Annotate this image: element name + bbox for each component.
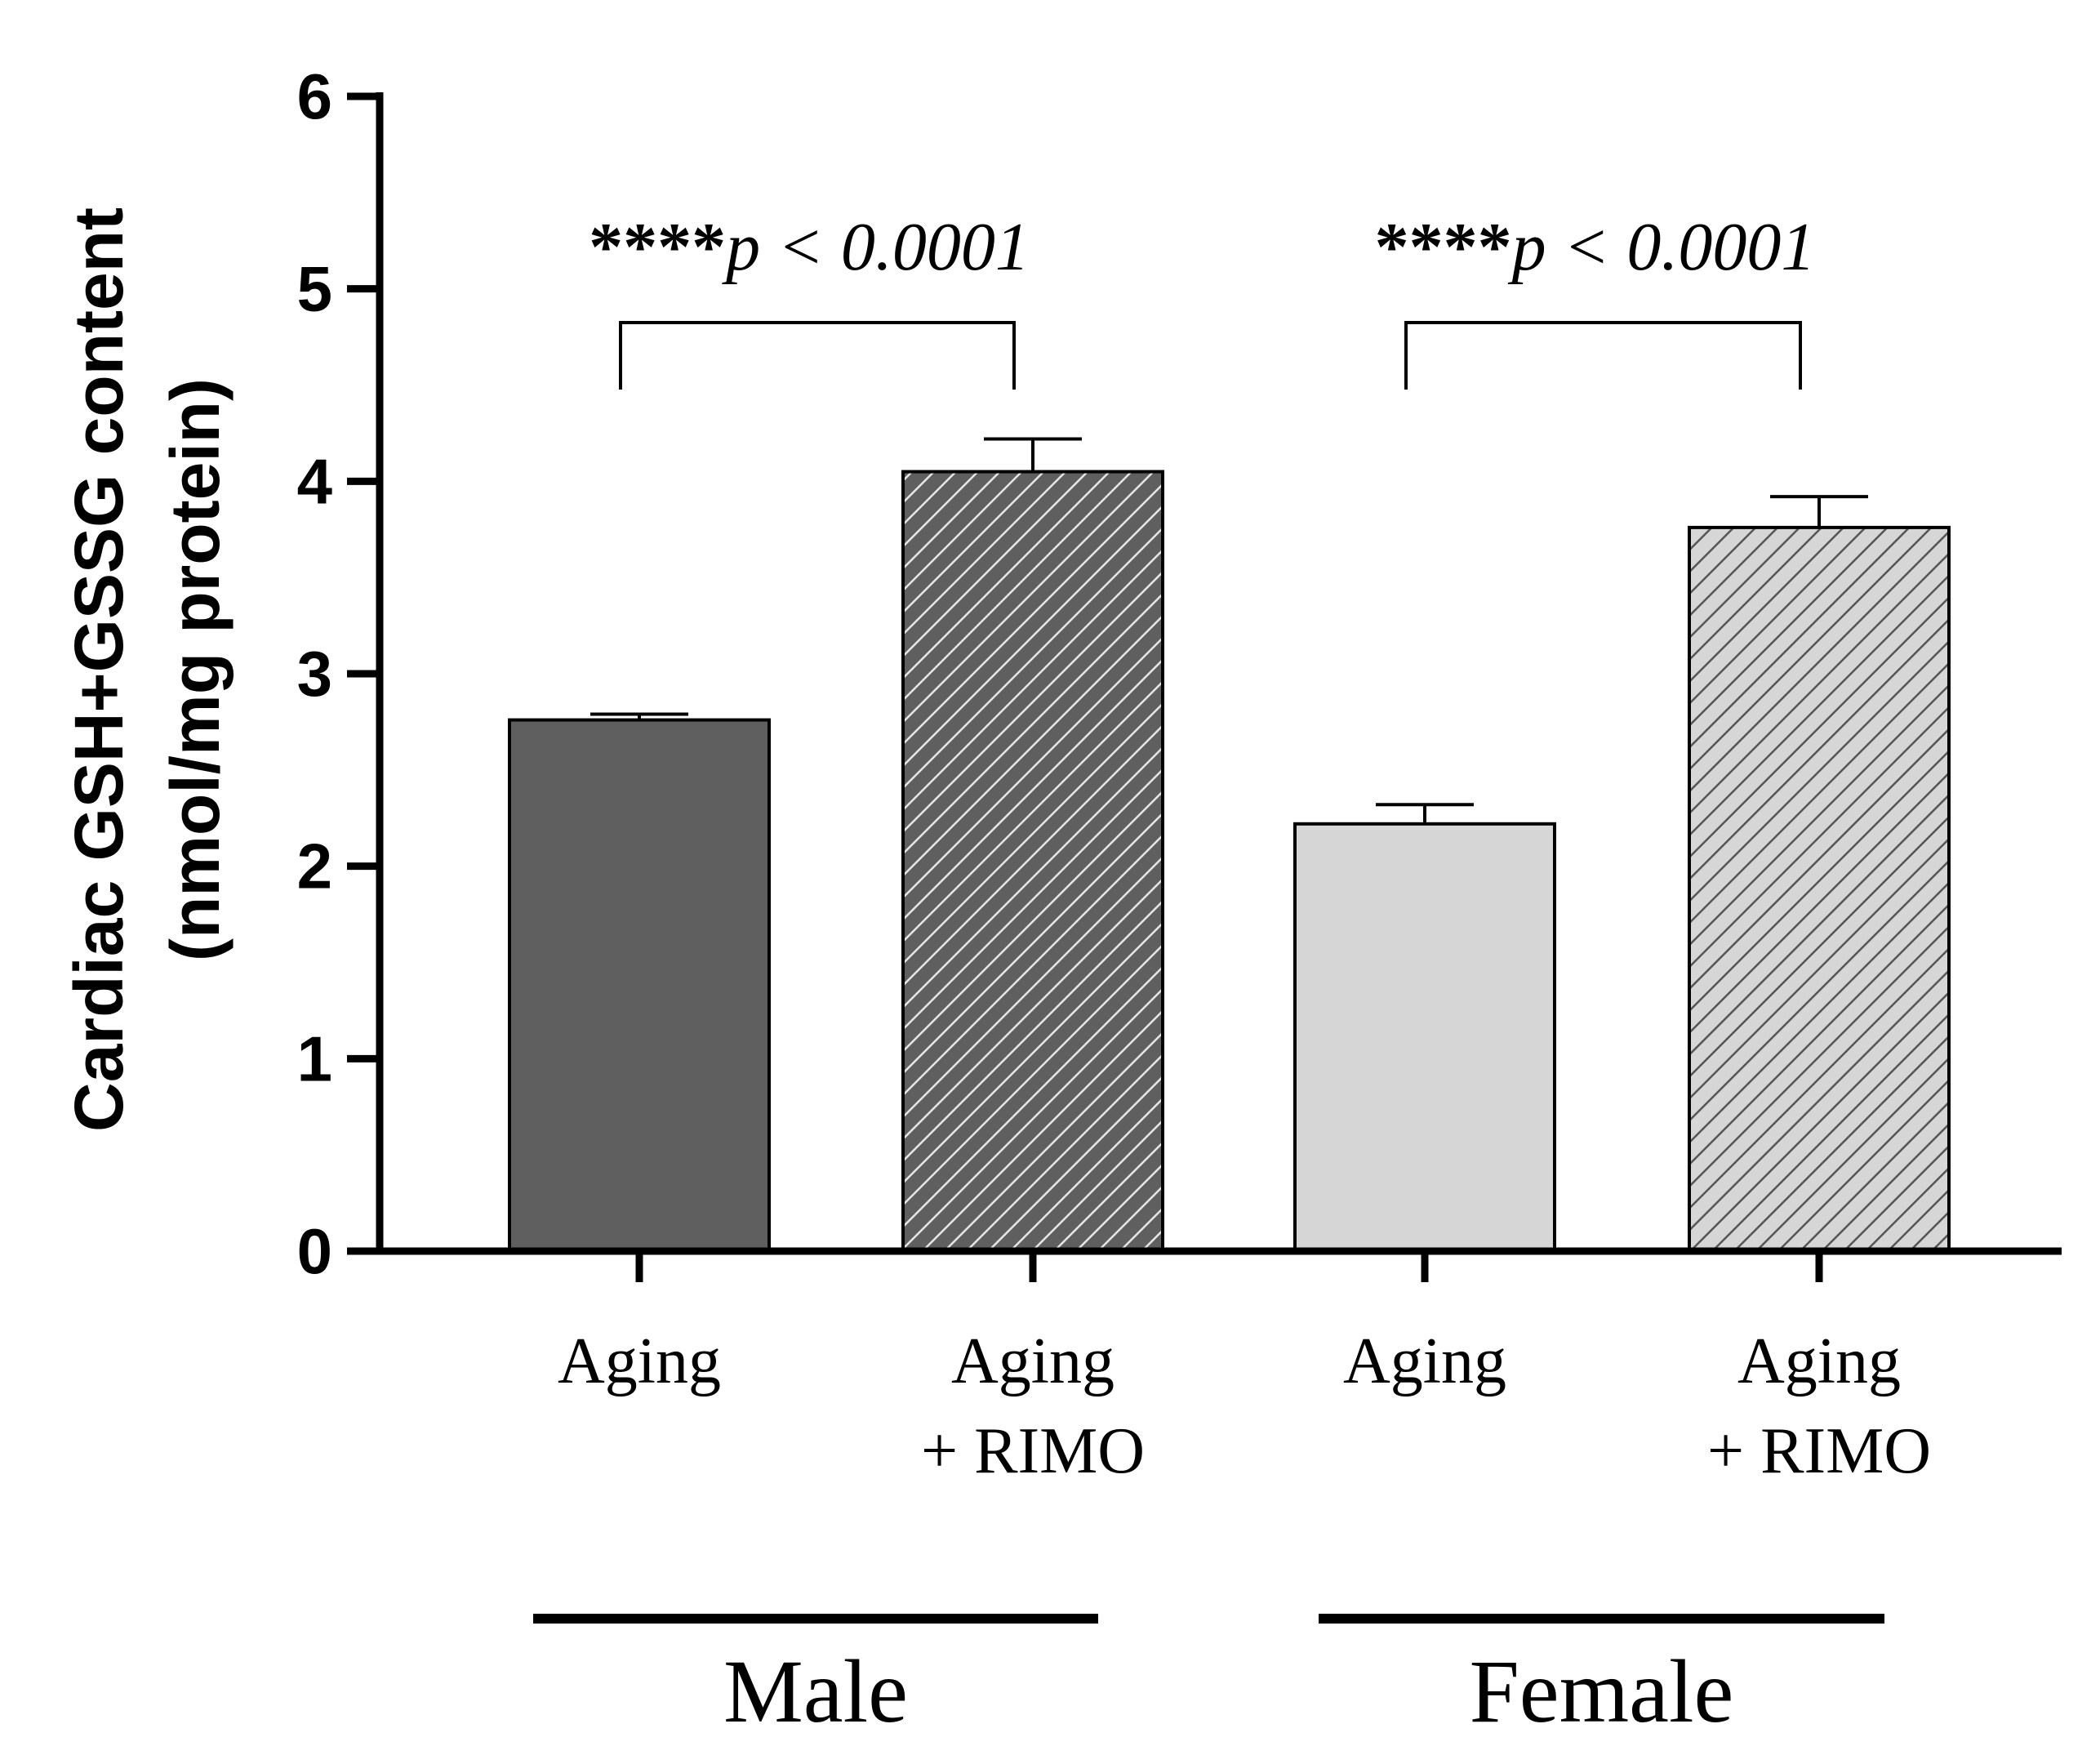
y-axis-title: Cardiac GSH+GSSG content (nmol/mg protei…: [60, 207, 234, 1132]
significance-label: ****p < 0.0001: [1375, 209, 1816, 285]
significance-0: ****p < 0.0001: [589, 209, 1030, 390]
y-tick-label: 3: [297, 638, 332, 710]
x-tick-label-line1: Aging: [951, 1325, 1115, 1397]
group-0: Male: [533, 1614, 1098, 1741]
bar-0: [508, 718, 771, 1253]
bar-2: [1293, 822, 1556, 1253]
significance-bracket: [619, 321, 1016, 390]
group-label: Female: [1470, 1642, 1734, 1741]
x-tick-label-line1: Aging: [1343, 1325, 1506, 1397]
significance-label: ****p < 0.0001: [589, 209, 1030, 285]
group-label: Male: [723, 1642, 908, 1741]
error-bar-3: [1770, 495, 1868, 528]
error-bars: [590, 437, 1868, 824]
bar-1: [901, 470, 1164, 1253]
y-tick-label: 1: [297, 1022, 332, 1094]
bar-3: [1688, 525, 1951, 1253]
y-tick-label: 6: [297, 60, 332, 132]
y-axis-title-line1: Cardiac GSH+GSSG content: [60, 207, 137, 1132]
error-bar-0: [590, 712, 688, 720]
x-tick-label-line2: + RIMO: [1707, 1415, 1931, 1487]
y-tick-label: 4: [297, 445, 332, 517]
error-bar-1: [984, 437, 1082, 472]
x-tick-label-line1: Aging: [558, 1325, 721, 1397]
error-bar-2: [1376, 803, 1474, 824]
x-axis: [347, 1247, 2062, 1282]
bars: [508, 470, 1951, 1253]
x-tick-label-0: Aging: [558, 1325, 721, 1397]
y-tick-label: 5: [297, 253, 332, 325]
x-tick-label-line2: + RIMO: [921, 1415, 1145, 1487]
x-tick-label-2: Aging: [1343, 1325, 1506, 1397]
y-tick-label: 2: [297, 831, 332, 902]
y-axis: 0 1 2 3 4 5 6: [297, 60, 384, 1287]
y-tick-label: 0: [297, 1215, 332, 1287]
y-axis-title-line2: (nmol/mg protein): [157, 378, 234, 961]
significance-annotations: ****p < 0.0001 ****p < 0.0001: [589, 209, 1815, 390]
x-tick-label-line1: Aging: [1737, 1325, 1901, 1397]
group-1: Female: [1319, 1614, 1884, 1741]
significance-bracket: [1404, 321, 1802, 390]
x-tick-label-1: Aging + RIMO: [921, 1325, 1145, 1487]
group-labels: Male Female: [533, 1614, 1884, 1741]
x-tick-label-3: Aging + RIMO: [1707, 1325, 1931, 1487]
significance-1: ****p < 0.0001: [1375, 209, 1816, 390]
x-tick-labels: Aging Aging + RIMO Aging Aging + RIMO: [558, 1325, 1931, 1487]
